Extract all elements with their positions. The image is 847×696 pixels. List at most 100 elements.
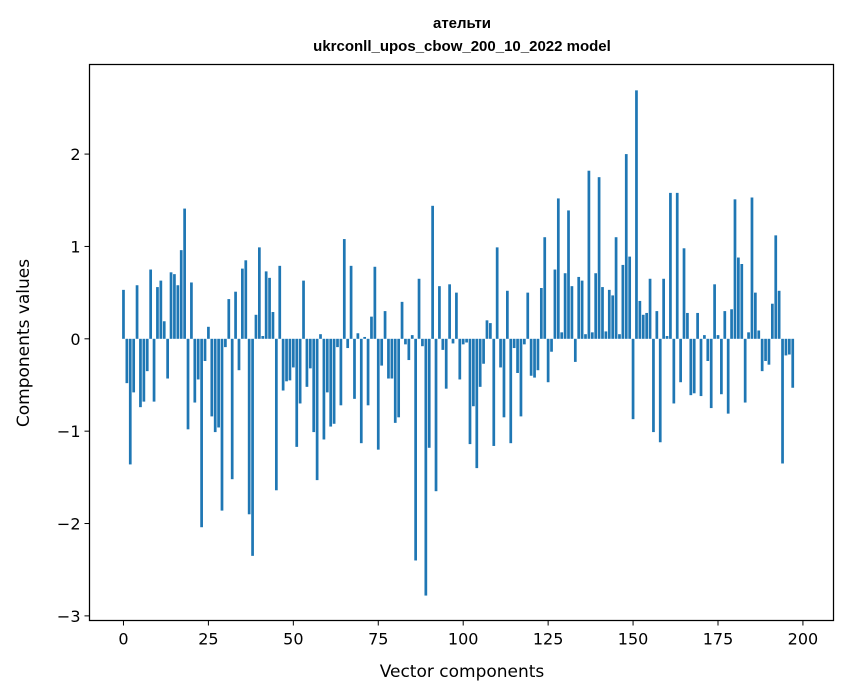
bar — [546, 338, 550, 383]
x-tick-label: 0 — [118, 630, 128, 649]
bar — [526, 292, 530, 339]
bar — [203, 338, 207, 361]
bar — [726, 338, 730, 414]
bar — [346, 338, 350, 349]
bar — [455, 292, 458, 339]
x-axis-label: Vector components — [380, 662, 545, 682]
bar — [305, 338, 309, 387]
bar — [536, 338, 540, 371]
bar — [414, 338, 417, 561]
bar — [611, 295, 615, 339]
bar — [224, 338, 227, 348]
bar — [149, 269, 153, 339]
bar — [278, 265, 282, 339]
bar — [567, 210, 570, 339]
bar — [713, 284, 716, 339]
bar — [682, 248, 686, 339]
bar — [485, 320, 489, 339]
bar — [648, 278, 652, 339]
bar — [376, 338, 380, 450]
bar — [438, 286, 441, 339]
bar — [264, 271, 268, 339]
bar — [754, 292, 757, 339]
bar — [128, 338, 132, 465]
bar — [482, 338, 485, 364]
bar — [560, 332, 564, 339]
bar — [478, 338, 482, 387]
bar — [757, 330, 761, 339]
bar — [791, 338, 795, 388]
bar — [601, 287, 604, 339]
bar — [332, 338, 336, 424]
bar — [652, 338, 655, 433]
bar — [329, 338, 333, 427]
bar — [655, 311, 659, 339]
bar — [607, 289, 611, 339]
bar — [427, 338, 431, 448]
bar — [448, 284, 451, 339]
bar — [472, 338, 475, 407]
bar — [522, 338, 526, 345]
bar — [162, 321, 166, 339]
bar — [594, 273, 598, 339]
bar — [764, 338, 767, 361]
bar — [570, 286, 574, 339]
bar — [590, 332, 594, 339]
bar — [268, 277, 271, 339]
bar — [703, 335, 706, 339]
bar — [315, 338, 319, 481]
bar — [784, 338, 788, 356]
bar — [723, 311, 727, 339]
bar — [230, 338, 234, 480]
bar — [122, 289, 125, 339]
bar — [285, 338, 288, 382]
bar — [339, 338, 343, 406]
bar — [186, 338, 190, 430]
bar — [274, 338, 278, 491]
bar — [176, 285, 180, 339]
bar — [499, 338, 502, 368]
x-tick-label: 50 — [283, 630, 303, 649]
bar — [261, 336, 265, 339]
bar — [139, 338, 142, 408]
bar — [251, 338, 254, 556]
bar — [740, 264, 744, 339]
bar — [781, 338, 784, 464]
bar — [580, 280, 584, 339]
bar — [774, 235, 778, 339]
bar — [169, 272, 173, 339]
bar — [563, 273, 567, 339]
bar — [733, 199, 737, 339]
bar — [618, 334, 621, 339]
bar — [400, 301, 404, 339]
bar — [142, 338, 146, 402]
bar — [512, 338, 516, 349]
bar — [342, 239, 346, 339]
bar — [509, 338, 513, 444]
bar — [489, 323, 492, 339]
bar — [458, 338, 462, 380]
bar — [152, 338, 156, 402]
bar — [604, 331, 608, 339]
bar — [237, 338, 241, 371]
x-axis-ticks: 0 25 50 75 100 125 150 175 200 — [118, 620, 818, 649]
bar — [669, 192, 672, 339]
bar — [370, 316, 373, 339]
bar — [743, 338, 747, 403]
bar — [475, 338, 479, 469]
bar — [359, 338, 363, 444]
bar — [529, 338, 533, 376]
chart-title-model: ukrconll_upos_cbow_200_10_2022 model — [313, 38, 611, 55]
bar — [213, 338, 217, 433]
bar — [689, 338, 693, 396]
bar — [258, 247, 261, 339]
bar — [220, 338, 224, 511]
bar — [173, 274, 176, 339]
bar — [577, 276, 581, 339]
bar — [281, 338, 285, 391]
bar — [468, 338, 472, 445]
y-axis-ticks: −3 −2 −1 0 1 2 — [57, 145, 90, 626]
bar — [291, 338, 295, 368]
bar — [777, 290, 781, 339]
bar — [662, 278, 665, 339]
